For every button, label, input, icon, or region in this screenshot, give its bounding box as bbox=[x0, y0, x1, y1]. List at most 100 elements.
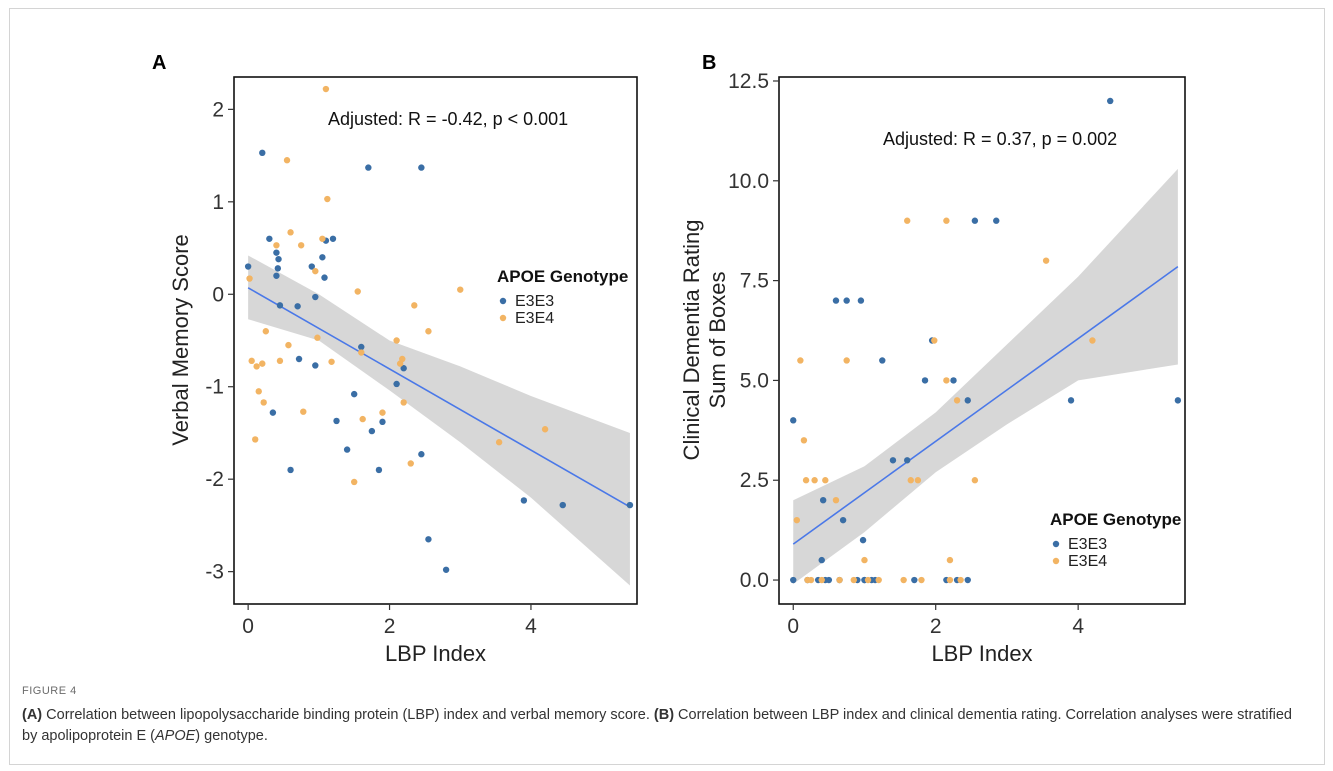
chart-panel-b: 0.0 2.5 5.0 7.5 10.0 12.5 0 2 4 Adjusted: R = 0.3… bbox=[679, 70, 1186, 666]
point-e3e4 bbox=[943, 377, 950, 384]
figure-label: FIGURE 4 bbox=[22, 685, 77, 697]
point-e3e4 bbox=[379, 409, 386, 416]
point-e3e4 bbox=[324, 195, 331, 203]
point-e3e3 bbox=[626, 501, 634, 509]
y-tick-label: 0.0 bbox=[740, 569, 769, 592]
point-e3e4 bbox=[287, 229, 294, 236]
point-e3e3 bbox=[843, 297, 850, 304]
point-e3e3 bbox=[825, 576, 833, 584]
point-e3e3 bbox=[259, 149, 266, 157]
point-e3e3 bbox=[312, 293, 319, 301]
legend-marker-e3e3 bbox=[1052, 540, 1060, 548]
legend-label-e3e4: E3E4 bbox=[1068, 553, 1107, 570]
caption-a-tag: (A) bbox=[22, 707, 43, 723]
point-e3e3 bbox=[790, 417, 797, 424]
point-e3e3 bbox=[312, 362, 319, 369]
point-e3e4 bbox=[260, 399, 267, 406]
point-e3e4 bbox=[832, 496, 840, 504]
point-e3e4 bbox=[300, 408, 307, 415]
point-e3e4 bbox=[541, 426, 549, 433]
point-e3e3 bbox=[1107, 97, 1114, 105]
point-e3e3 bbox=[287, 466, 294, 474]
point-e3e4 bbox=[946, 576, 954, 584]
point-e3e4 bbox=[314, 334, 321, 341]
caption-b-tag: (B) bbox=[653, 707, 675, 723]
caption-b-italic: APOE bbox=[155, 728, 196, 744]
point-e3e4 bbox=[262, 328, 270, 335]
point-e3e4 bbox=[900, 576, 907, 584]
point-e3e4 bbox=[818, 576, 825, 584]
point-e3e4 bbox=[322, 85, 330, 93]
point-e3e4 bbox=[283, 157, 291, 164]
point-e3e4 bbox=[495, 439, 503, 446]
y-tick-label: 1 bbox=[212, 191, 224, 214]
point-e3e3 bbox=[269, 409, 277, 416]
point-e3e4 bbox=[793, 516, 801, 524]
point-e3e4 bbox=[918, 576, 925, 584]
point-e3e3 bbox=[520, 497, 528, 504]
point-e3e4 bbox=[259, 360, 266, 367]
legend-marker-e3e4 bbox=[499, 314, 507, 322]
point-e3e3 bbox=[839, 516, 847, 524]
x-tick-label: 2 bbox=[930, 615, 942, 638]
y-tick-label: 2.5 bbox=[740, 469, 769, 492]
point-e3e3 bbox=[993, 217, 1000, 224]
plot-border bbox=[233, 76, 638, 605]
point-e3e4 bbox=[273, 242, 280, 249]
point-e3e3 bbox=[393, 380, 400, 388]
point-e3e4 bbox=[943, 217, 950, 224]
point-e3e3 bbox=[276, 302, 284, 309]
y-tick-label: 12.5 bbox=[728, 70, 769, 93]
y-tick-label: 7.5 bbox=[740, 270, 769, 293]
point-e3e3 bbox=[790, 576, 797, 584]
point-e3e4 bbox=[255, 388, 262, 395]
point-e3e3 bbox=[1067, 397, 1075, 404]
y-axis-title-line1: Clinical Dementia Rating bbox=[679, 220, 704, 461]
stats-annotation: Adjusted: R = 0.37, p = 0.002 bbox=[883, 129, 1117, 149]
point-e3e3 bbox=[418, 164, 425, 171]
point-e3e3 bbox=[879, 357, 886, 364]
x-tick-label: 0 bbox=[787, 615, 799, 638]
y-axis-title-line2: Sum of Boxes bbox=[705, 272, 730, 409]
point-e3e4 bbox=[312, 267, 319, 275]
legend-marker-e3e4 bbox=[1052, 557, 1060, 565]
point-e3e3 bbox=[358, 343, 365, 351]
point-e3e4 bbox=[354, 288, 361, 295]
caption-a-text: Correlation between lipopolysaccharide b… bbox=[42, 707, 654, 723]
point-e3e4 bbox=[1042, 257, 1050, 264]
point-e3e3 bbox=[273, 272, 280, 279]
point-e3e3 bbox=[819, 496, 827, 504]
point-e3e3 bbox=[266, 235, 273, 242]
point-e3e4 bbox=[953, 397, 961, 404]
legend-label-e3e3: E3E3 bbox=[515, 293, 554, 310]
point-e3e3 bbox=[308, 263, 315, 270]
point-e3e3 bbox=[294, 303, 301, 310]
point-e3e4 bbox=[822, 477, 829, 484]
point-e3e4 bbox=[407, 460, 414, 467]
point-e3e4 bbox=[328, 358, 335, 365]
point-e3e4 bbox=[957, 576, 964, 584]
point-e3e4 bbox=[946, 556, 954, 564]
point-e3e4 bbox=[285, 341, 292, 349]
point-e3e3 bbox=[365, 164, 372, 171]
point-e3e4 bbox=[276, 357, 284, 365]
point-e3e3 bbox=[832, 297, 840, 304]
x-axis-title: LBP Index bbox=[931, 641, 1032, 666]
legend-label-e3e4: E3E4 bbox=[515, 310, 554, 327]
point-e3e4 bbox=[457, 286, 464, 293]
x-axis-title: LBP Index bbox=[385, 641, 486, 666]
legend-marker-e3e3 bbox=[499, 297, 507, 305]
point-e3e3 bbox=[273, 249, 280, 256]
point-e3e4 bbox=[904, 217, 911, 224]
point-e3e4 bbox=[248, 357, 255, 365]
point-e3e3 bbox=[904, 457, 911, 464]
point-e3e3 bbox=[418, 451, 425, 458]
caption-b-text-2: ) genotype. bbox=[195, 728, 268, 744]
point-e3e3 bbox=[921, 377, 929, 384]
point-e3e4 bbox=[850, 576, 857, 584]
point-e3e3 bbox=[375, 466, 383, 474]
point-e3e4 bbox=[861, 556, 868, 564]
x-tick-label: 0 bbox=[242, 615, 254, 638]
point-e3e3 bbox=[379, 418, 386, 426]
point-e3e4 bbox=[359, 415, 366, 423]
